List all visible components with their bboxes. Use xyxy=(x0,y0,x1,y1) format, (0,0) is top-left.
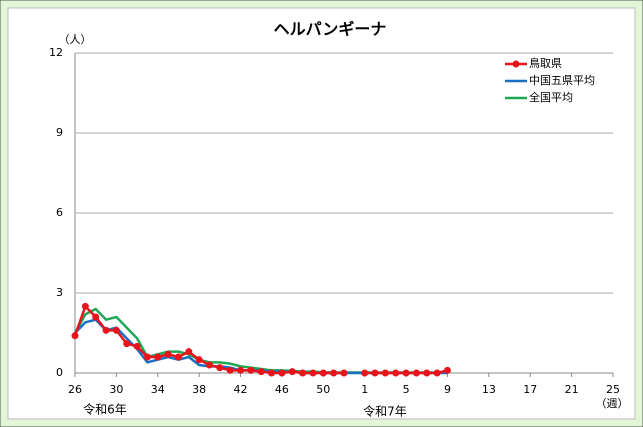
series-marker xyxy=(81,302,89,310)
legend-label: 鳥取県 xyxy=(529,56,562,70)
x-tick-label: 9 xyxy=(444,383,451,396)
x-tick-label: 17 xyxy=(523,383,537,396)
y-tick-label: 0 xyxy=(56,366,63,379)
series-marker xyxy=(133,342,141,350)
x-tick-label: 1 xyxy=(361,383,368,396)
year-label: 令和6年 xyxy=(83,402,127,417)
x-tick-label: 13 xyxy=(482,383,496,396)
chart-title: ヘルパンギーナ xyxy=(274,20,387,39)
x-tick-label: 50 xyxy=(316,383,330,396)
y-tick-label: 12 xyxy=(49,46,63,59)
series-marker xyxy=(143,353,151,361)
series-marker xyxy=(185,348,193,356)
series-marker xyxy=(443,366,451,374)
series-marker xyxy=(433,369,441,377)
series-marker xyxy=(216,364,224,372)
x-tick-label: 30 xyxy=(109,383,123,396)
series-marker xyxy=(319,369,327,377)
series-marker xyxy=(412,369,420,377)
x-tick-label: 42 xyxy=(234,383,248,396)
series-marker xyxy=(330,369,338,377)
series-marker xyxy=(392,369,400,377)
x-tick-label: 38 xyxy=(192,383,206,396)
x-tick-label: 34 xyxy=(151,383,165,396)
series-marker xyxy=(299,369,307,377)
series-marker xyxy=(92,313,100,321)
series-marker xyxy=(164,350,172,358)
series-marker xyxy=(123,340,131,348)
series-marker xyxy=(288,368,296,376)
x-tick-label: 26 xyxy=(68,383,82,396)
series-marker xyxy=(154,353,162,361)
series-marker xyxy=(247,366,255,374)
x-tick-label: 25 xyxy=(606,383,620,396)
x-tick-label: 5 xyxy=(403,383,410,396)
legend-marker xyxy=(512,60,520,68)
series-marker xyxy=(71,332,79,340)
x-tick-label: 46 xyxy=(275,383,289,396)
y-unit: （人） xyxy=(59,33,92,46)
y-tick-label: 3 xyxy=(56,286,63,299)
series-marker xyxy=(278,369,286,377)
series-marker xyxy=(195,356,203,364)
series-marker xyxy=(340,369,348,377)
series-marker xyxy=(268,369,276,377)
y-tick-label: 9 xyxy=(56,126,63,139)
x-tick-label: 21 xyxy=(565,383,579,396)
series-marker xyxy=(102,326,110,334)
series-marker xyxy=(206,361,213,369)
legend-label: 全国平均 xyxy=(529,90,573,104)
series-marker xyxy=(112,326,120,334)
series-marker xyxy=(361,369,369,377)
series-marker xyxy=(226,366,234,374)
series-marker xyxy=(423,369,431,377)
series-marker xyxy=(309,369,317,377)
series-marker xyxy=(174,353,182,361)
series-marker xyxy=(402,369,410,377)
series-marker xyxy=(371,369,379,377)
series-marker xyxy=(257,368,265,376)
x-unit: （週） xyxy=(596,397,629,410)
series-marker xyxy=(381,369,389,377)
series-marker xyxy=(237,366,245,374)
year-label: 令和7年 xyxy=(363,404,407,419)
y-tick-label: 6 xyxy=(56,206,63,219)
legend-label: 中国五県平均 xyxy=(529,74,595,87)
